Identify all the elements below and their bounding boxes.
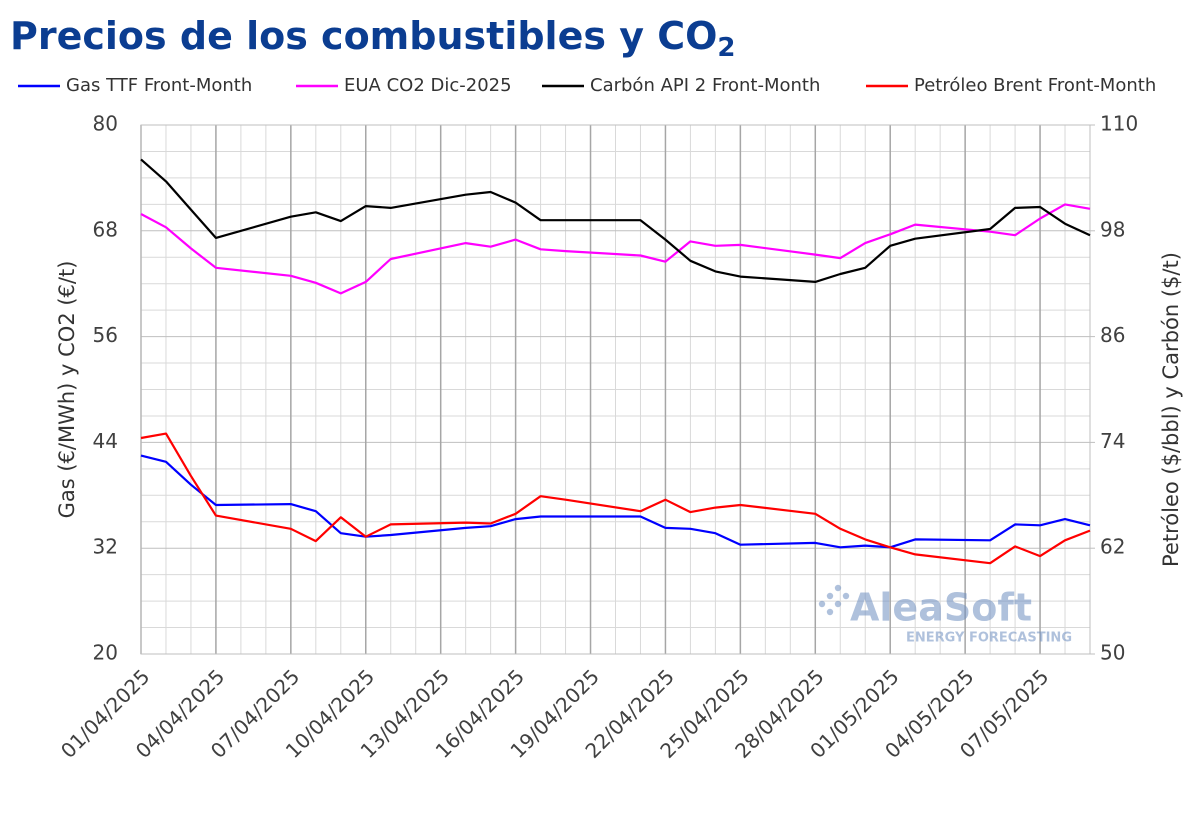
series-line (140, 158, 1091, 283)
watermark-dot (818, 600, 826, 608)
series-line (140, 454, 1091, 549)
y2-tick-label: 62 (1100, 535, 1125, 559)
watermark-dot (834, 584, 842, 592)
series-line (140, 432, 1091, 565)
legend-label: Carbón API 2 Front-Month (590, 75, 820, 96)
legend-label: Petróleo Brent Front-Month (914, 75, 1156, 96)
y-tick-label: 44 (93, 429, 118, 453)
legend-label: EUA CO2 Dic-2025 (344, 75, 512, 96)
y-tick-label: 68 (93, 217, 118, 241)
y-tick-label: 56 (93, 323, 118, 347)
y-axis-label: Gas (€/MWh) y CO2 (€/t) (55, 261, 79, 519)
plot-border (140, 124, 1091, 655)
y2-tick-label: 74 (1100, 429, 1125, 453)
y2-tick-label: 110 (1100, 112, 1138, 136)
title-text: Precios de los combustibles y CO (10, 14, 717, 58)
watermark-dot (834, 600, 842, 608)
watermark-dot (826, 608, 834, 616)
series-line (140, 203, 1091, 295)
chart-title: Precios de los combustibles y CO2 (10, 14, 735, 63)
legend-label: Gas TTF Front-Month (66, 75, 252, 96)
y2-axis-label: Petróleo ($/bbl) y Carbón ($/t) (1159, 252, 1183, 567)
y-tick-label: 32 (93, 535, 118, 559)
y-tick-label: 80 (93, 112, 118, 136)
watermark-text: AleaSoft (850, 586, 1032, 630)
title-subscript: 2 (717, 33, 735, 63)
y2-tick-label: 98 (1100, 217, 1125, 241)
watermark-dot (826, 592, 834, 600)
y2-tick-label: 86 (1100, 323, 1125, 347)
watermark-subtext: ENERGY FORECASTING (906, 631, 1072, 646)
y2-tick-label: 50 (1100, 641, 1125, 665)
watermark-dot (842, 592, 850, 600)
y-tick-label: 20 (93, 641, 118, 665)
